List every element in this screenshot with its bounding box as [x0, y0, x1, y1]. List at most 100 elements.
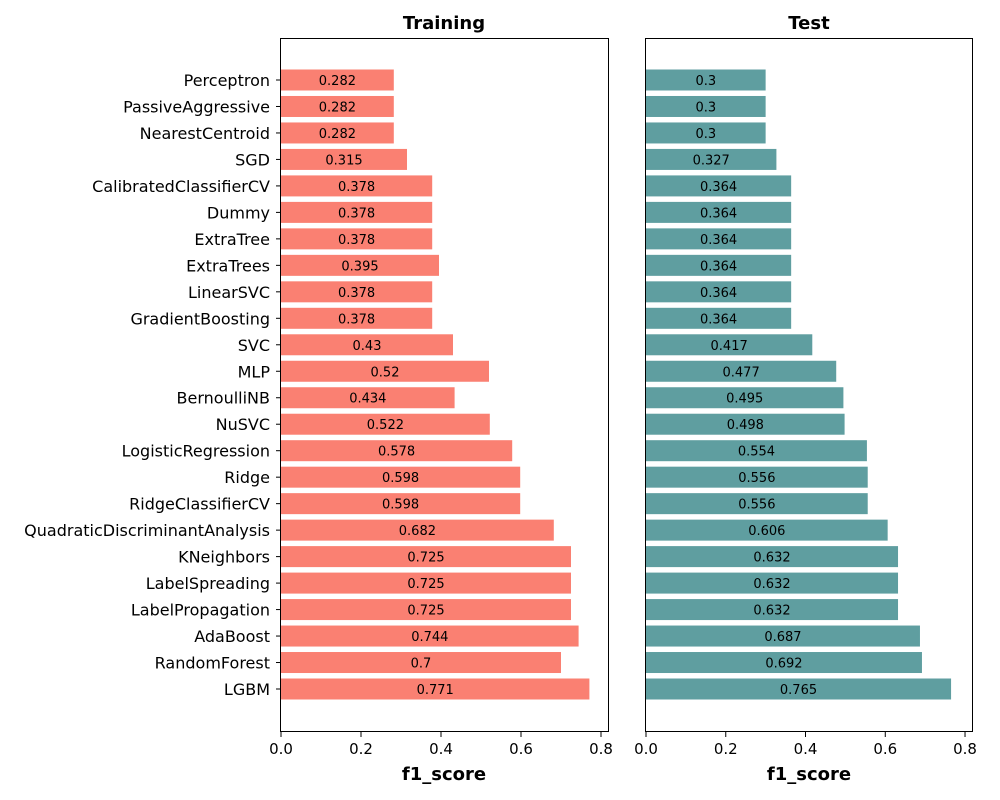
training-bar [281, 95, 394, 117]
training-category-labels: Perceptron PassiveAggressive NearestCentro… [24, 71, 281, 699]
training-bar [281, 69, 394, 91]
training-x-tick-label: 0.8 [589, 740, 613, 758]
test-x-axis-label: f1_score [767, 764, 851, 785]
training-category-label: LabelPropagation [131, 601, 270, 620]
test-bar [646, 413, 845, 435]
training-category-label: LinearSVC [188, 283, 270, 302]
training-data-label: 0.598 [382, 498, 419, 513]
training-data-label: 0.378 [338, 312, 375, 327]
training-data-label: 0.725 [407, 577, 444, 592]
training-bar [281, 652, 561, 674]
training-data-label: 0.378 [338, 286, 375, 301]
training-x-tick-label: 0.2 [349, 740, 373, 758]
training-panel: Training f1_score Perceptron PassiveAggre… [24, 13, 613, 785]
test-bar [646, 175, 792, 197]
training-bar [281, 546, 571, 568]
test-data-label: 0.765 [780, 683, 817, 698]
test-data-label: 0.556 [738, 471, 775, 486]
test-data-label: 0.364 [700, 233, 737, 248]
test-x-tick-label: 0.6 [873, 740, 897, 758]
training-x-axis-label: f1_score [402, 764, 486, 785]
test-x-ticks: 0.0 0.2 0.4 0.6 0.8 [634, 732, 977, 758]
training-category-label: RandomForest [155, 654, 270, 673]
test-bar [646, 281, 792, 303]
test-data-label: 0.606 [748, 524, 785, 539]
test-title: Test [788, 13, 830, 34]
training-bar [281, 148, 407, 170]
test-bar [646, 148, 777, 170]
test-bar [646, 254, 792, 276]
test-bar [646, 652, 922, 674]
training-category-label: QuadraticDiscriminantAnalysis [24, 521, 270, 540]
training-category-label: MLP [238, 362, 271, 381]
test-bar [646, 678, 952, 700]
test-bar [646, 387, 844, 409]
training-category-label: ExtraTrees [186, 256, 270, 275]
training-category-label: LGBM [224, 680, 270, 699]
test-data-label: 0.687 [764, 630, 801, 645]
training-data-label: 0.43 [353, 339, 382, 354]
test-x-tick-label: 0.4 [794, 740, 818, 758]
training-bar [281, 599, 571, 621]
test-data-label: 0.3 [695, 100, 716, 115]
training-category-label: SVC [238, 336, 270, 355]
training-category-label: ExtraTree [194, 230, 270, 249]
test-data-label: 0.3 [695, 74, 716, 89]
test-plot-frame [645, 38, 973, 732]
test-data-label: 0.554 [738, 445, 775, 460]
training-category-label: Perceptron [184, 71, 270, 90]
test-data-label: 0.364 [700, 286, 737, 301]
training-data-label: 0.434 [349, 392, 386, 407]
test-bar [646, 201, 792, 223]
training-category-label: LogisticRegression [122, 442, 270, 461]
test-panel: Test f1_score 0.30.30.30.3270.3640.3640.… [634, 13, 977, 785]
training-x-ticks: 0.0 0.2 0.4 0.6 0.8 [269, 732, 613, 758]
training-data-label: 0.378 [338, 180, 375, 195]
training-x-tick-label: 0.6 [509, 740, 533, 758]
training-category-label: SGD [235, 150, 270, 169]
test-bar [646, 572, 899, 594]
training-bar [281, 413, 490, 435]
training-data-labels: 0.282 0.282 0.282 0.315 0.378 0.378 0.378 0.395… [319, 74, 454, 698]
test-x-tick-label: 0.2 [714, 740, 738, 758]
test-bar [646, 122, 766, 144]
training-data-label: 0.378 [338, 233, 375, 248]
training-data-label: 0.7 [411, 657, 432, 672]
training-data-label: 0.598 [382, 471, 419, 486]
test-data-label: 0.632 [753, 577, 790, 592]
training-data-label: 0.282 [319, 100, 356, 115]
training-data-label: 0.522 [367, 418, 404, 433]
test-bar [646, 625, 920, 647]
test-bar [646, 466, 868, 488]
training-bar [281, 334, 453, 356]
training-data-label: 0.378 [338, 206, 375, 221]
training-bar [281, 228, 433, 250]
training-category-label: LabelSpreading [146, 574, 270, 593]
test-bar [646, 228, 792, 250]
test-bar [646, 360, 837, 382]
training-bar [281, 678, 590, 700]
training-category-label: GradientBoosting [130, 309, 270, 328]
test-data-label: 0.632 [753, 551, 790, 566]
test-bar [646, 599, 899, 621]
training-bar [281, 493, 521, 515]
training-bar [281, 201, 433, 223]
training-category-label: RidgeClassifierCV [129, 495, 270, 514]
training-bar [281, 254, 439, 276]
test-bar [646, 546, 899, 568]
test-data-label: 0.364 [700, 206, 737, 221]
test-data-label: 0.364 [700, 180, 737, 195]
training-bar [281, 625, 579, 647]
training-data-label: 0.725 [407, 551, 444, 566]
training-x-tick-label: 0.4 [429, 740, 453, 758]
training-data-label: 0.282 [319, 74, 356, 89]
test-data-label: 0.364 [700, 259, 737, 274]
test-bar [646, 95, 766, 117]
test-data-label: 0.3 [695, 127, 716, 142]
training-bar [281, 466, 521, 488]
training-data-label: 0.315 [325, 153, 362, 168]
training-data-label: 0.744 [411, 630, 448, 645]
training-category-label: Ridge [224, 468, 270, 487]
training-bar [281, 572, 571, 594]
